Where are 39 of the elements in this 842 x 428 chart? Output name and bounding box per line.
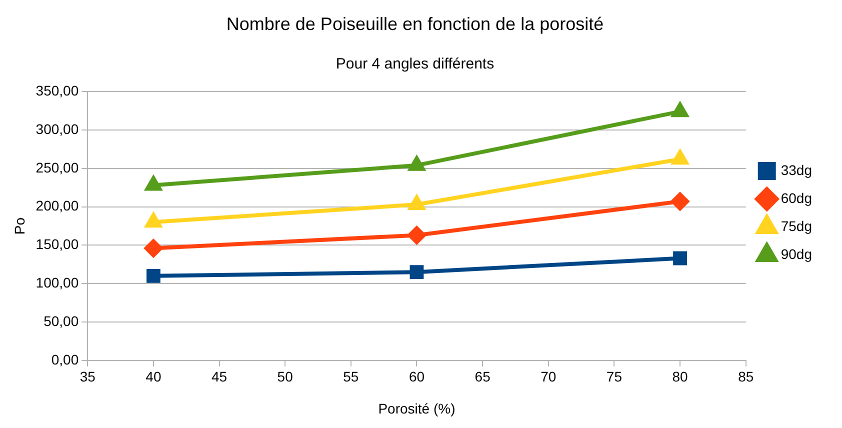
point: [408, 226, 426, 244]
chart-title: Nombre de Poiseuille en fonction de la porosité: [226, 14, 604, 34]
point: [672, 102, 688, 118]
y-tick-label: 100,00: [36, 274, 79, 290]
legend-label: 90dg: [780, 246, 812, 262]
legend-label: 60dg: [780, 190, 812, 206]
point: [408, 156, 425, 171]
x-tick-label: 35: [80, 368, 96, 385]
y-axis-title: Po: [11, 217, 28, 235]
x-tick-label: 85: [738, 368, 754, 385]
legend-label: 33dg: [780, 162, 812, 178]
y-tick-label: 350,00: [36, 82, 79, 98]
legend-label: 75dg: [780, 218, 812, 234]
y-tick-label: 250,00: [36, 159, 79, 176]
y-tick-label: 300,00: [36, 120, 79, 137]
chart-subtitle: Pour 4 angles différents: [336, 56, 494, 73]
x-tick-label: 40: [146, 368, 162, 385]
x-axis-title: Porosité (%): [378, 400, 456, 416]
y-tick-label: 50,00: [44, 312, 79, 329]
point: [145, 176, 162, 191]
x-tick-label: 50: [277, 368, 294, 385]
y-tick-label: 150,00: [36, 236, 79, 252]
x-tick-label: 70: [540, 368, 556, 385]
y-tick-label: 0,00: [51, 351, 79, 368]
x-tick-label: 80: [672, 368, 688, 385]
point: [672, 150, 688, 165]
y-tick-label: 200,00: [36, 198, 79, 214]
x-tick-label: 55: [343, 368, 359, 385]
point: [673, 251, 687, 266]
point: [145, 213, 162, 228]
point: [144, 239, 162, 258]
x-tick-label: 65: [474, 368, 491, 385]
point: [146, 268, 160, 283]
point: [410, 265, 424, 280]
point: [671, 192, 690, 210]
x-tick-label: 75: [606, 368, 622, 385]
point: [408, 195, 425, 210]
x-tick-label: 45: [211, 368, 228, 385]
x-tick-label: 60: [408, 368, 425, 385]
